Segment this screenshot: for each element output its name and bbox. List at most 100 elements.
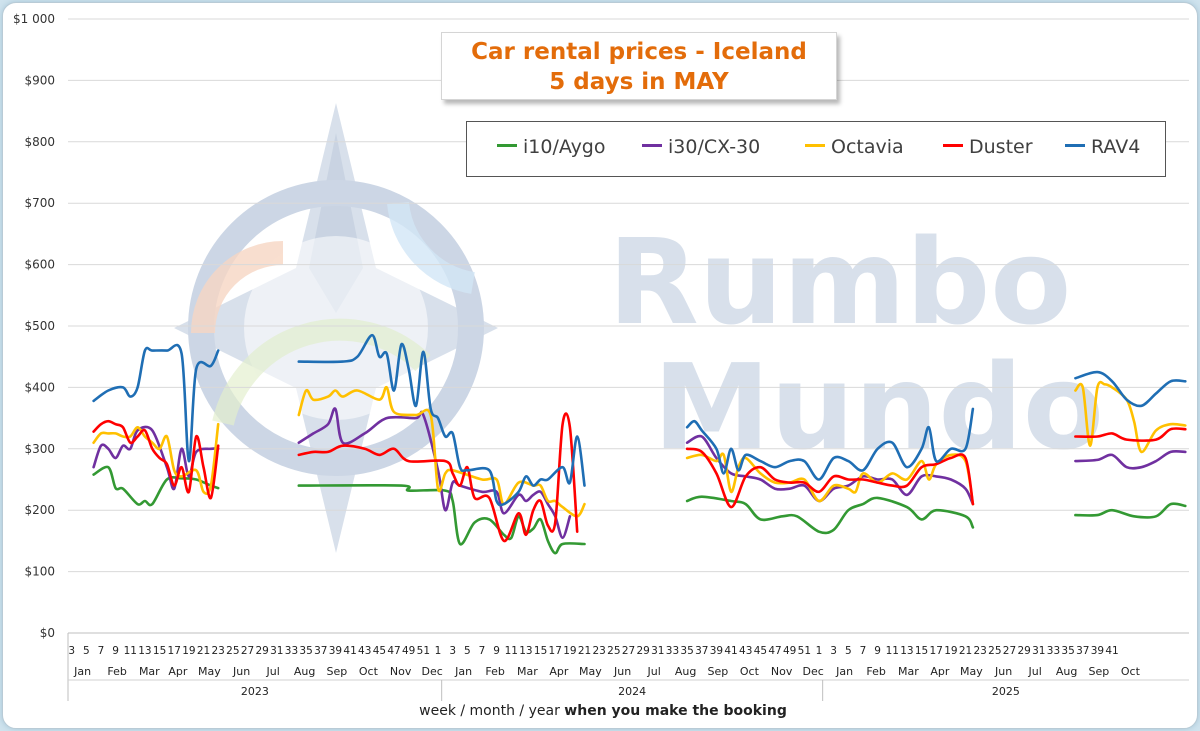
x-week-label: 11 [505,645,518,657]
legend-swatch [805,144,825,147]
y-axis-ticks: $0 $100 $200 $300 $400 $500 $600 $700 $800 $900 $1… [13,12,55,640]
legend-swatch [1065,144,1085,147]
x-week-label: 37 [314,645,327,657]
x-month-label: Sep [327,665,348,678]
x-month-label: Jun [994,665,1012,678]
x-week-label: 21 [578,645,591,657]
x-week-label: 29 [636,645,649,657]
x-axis-title-bold: when you make the booking [564,703,787,719]
series-lines [92,333,1187,555]
y-tick-label: $500 [24,319,55,333]
y-tick-label: $800 [24,135,55,149]
y-tick-label: $700 [24,196,55,210]
legend-swatch [497,144,517,147]
x-week-label: 47 [387,645,400,657]
x-week-label: 15 [534,645,547,657]
x-axis-title: week / month / year when you make the bo… [3,703,1197,719]
x-month-label: Oct [740,665,760,678]
x-week-label: 41 [1105,645,1118,657]
x-week-label: 23 [973,645,986,657]
legend-item-i30-cx30: i30/CX-30 [642,136,760,162]
x-week-label: 23 [212,645,225,657]
y-tick-label: $200 [24,503,55,517]
y-tick-label: $600 [24,258,55,272]
x-week-label: 25 [988,645,1001,657]
x-month-label: Nov [390,665,412,678]
x-week-label: 19 [944,645,957,657]
x-year-label: 2023 [241,685,269,698]
series-line-rav4 [92,343,220,463]
series-line-duster [685,447,975,509]
x-month-label: Feb [866,665,885,678]
series-line-i10-aygo [685,495,975,535]
chart-title-box: Car rental prices - Iceland 5 days in MA… [441,32,837,100]
x-week-label: 27 [241,645,254,657]
legend-item-i10-aygo: i10/Aygo [497,136,606,162]
x-week-label: 21 [959,645,972,657]
y-tick-label: $1 000 [13,12,55,26]
y-tick-label: $300 [24,442,55,456]
chart-title: Car rental prices - Iceland [471,39,807,65]
series-line-i10-aygo [92,465,220,507]
x-week-label: 15 [915,645,928,657]
x-week-label: 25 [226,645,239,657]
legend-swatch [642,144,662,147]
x-week-label: 13 [138,645,151,657]
x-week-label: 41 [724,645,737,657]
x-month-label: Jan [454,665,472,678]
x-week-label: 3 [830,645,837,657]
x-month-label: Mar [898,665,919,678]
series-line-duster [1074,427,1187,442]
x-month-label: Apr [930,665,950,678]
x-week-label: 39 [1091,645,1104,657]
x-week-label: 47 [768,645,781,657]
chart-svg: Rumbo Mundo $0$100$200$300$400$500$600$7… [13,12,1189,701]
x-week-label: 17 [549,645,562,657]
series-line-rav4 [1074,370,1187,408]
x-week-label: 5 [845,645,852,657]
x-week-label: 5 [464,645,471,657]
x-week-label: 33 [666,645,679,657]
x-week-label: 29 [255,645,268,657]
x-week-label: 19 [182,645,195,657]
x-week-label: 7 [98,645,105,657]
x-week-label: 27 [1003,645,1016,657]
series-line-rav4 [685,407,975,481]
series-line-octavia [297,386,586,518]
x-week-label: 35 [1061,645,1074,657]
x-week-label: 7 [479,645,486,657]
x-year-label: 2024 [618,685,646,698]
legend-item-duster: Duster [943,136,1033,162]
x-week-label: 37 [695,645,708,657]
x-week-label: 19 [563,645,576,657]
x-week-label: 49 [402,645,415,657]
legend-label: RAV4 [1091,136,1141,158]
x-week-label: 43 [358,645,371,657]
x-month-label: May [960,665,983,678]
x-month-label: Jul [647,665,661,678]
x-week-label: 33 [1047,645,1060,657]
x-week-label: 39 [710,645,723,657]
x-week-label: 3 [68,645,75,657]
x-week-label: 15 [153,645,166,657]
legend-label: i10/Aygo [523,136,606,158]
x-week-label: 27 [622,645,635,657]
x-month-label: Mar [517,665,538,678]
x-month-label: Feb [107,665,126,678]
x-month-label: Mar [139,665,160,678]
series-line-duster [92,419,220,500]
series-line-i30-cx-30 [1074,449,1187,470]
x-week-label: 11 [124,645,137,657]
chart-subtitle: 5 days in MAY [549,69,729,95]
x-week-label: 31 [651,645,664,657]
x-week-label: 9 [874,645,881,657]
legend-label: i30/CX-30 [668,136,761,158]
series-line-i10-aygo [1074,502,1187,519]
y-tick-label: $0 [40,626,55,640]
x-month-label: Aug [1056,665,1077,678]
series-line-octavia [685,452,975,506]
x-month-label: Apr [549,665,569,678]
x-week-label: 1 [816,645,823,657]
x-week-label: 31 [1032,645,1045,657]
x-month-label: Sep [708,665,729,678]
